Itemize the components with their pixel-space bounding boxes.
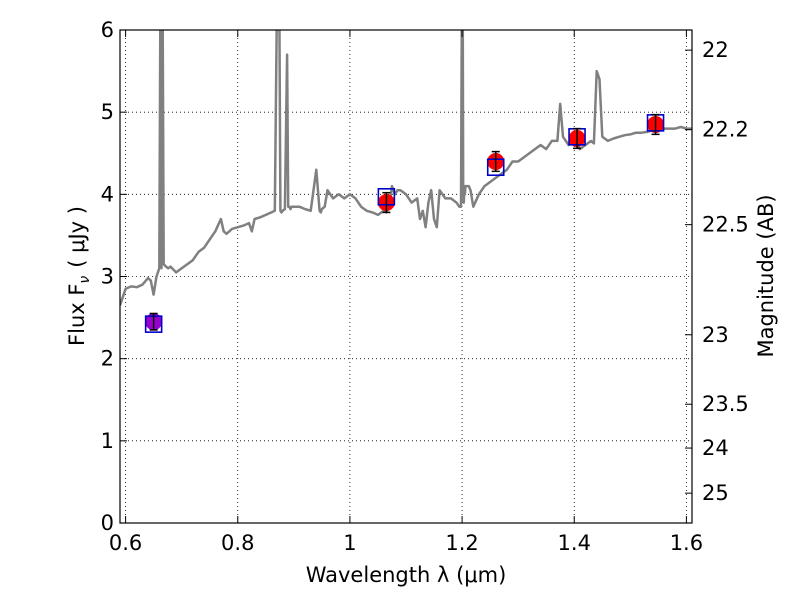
y-tick-label: 2 (101, 347, 114, 371)
y-axis-label-main: Flux F (65, 284, 89, 346)
y-tick-label: 4 (101, 182, 114, 206)
y2-tick-label: 25 (702, 481, 729, 505)
y2-tick-label: 24 (702, 436, 729, 460)
y-axis-label: Flux Fν ( μJy ) (65, 206, 93, 346)
x-tick-label: 1.6 (670, 531, 703, 555)
x-tick-label: 1 (343, 531, 356, 555)
y2-tick-label: 23 (702, 323, 729, 347)
y-tick-label: 5 (101, 100, 114, 124)
x-tick-label: 0.8 (221, 531, 254, 555)
y-axis-label-unit: ( μJy ) (65, 206, 89, 268)
y-tick-label: 0 (101, 511, 114, 535)
y2-tick-label: 22.5 (702, 213, 749, 237)
y-tick-label: 6 (101, 18, 114, 42)
photometry-points-layer (144, 113, 665, 333)
y2-tick-label: 22 (702, 38, 729, 62)
x-tick-label: 1.4 (558, 531, 591, 555)
y-axis-label-subscript: ν (77, 276, 93, 284)
y2-tick-label: 22.2 (702, 118, 749, 142)
y-tick-label: 3 (101, 265, 114, 289)
y2-axis-label: Magnitude (AB) (754, 194, 778, 357)
x-axis-label: Wavelength λ (μm) (306, 563, 507, 587)
y2-tick-label: 23.5 (702, 392, 749, 416)
y-tick-label: 1 (101, 429, 114, 453)
x-tick-label: 1.2 (445, 531, 478, 555)
axis-ticks (120, 29, 692, 524)
tick-labels: 0.6 0.8 1 1.2 1.4 1.601234562222.222.52323.52… (101, 18, 749, 555)
x-tick-label: 0.6 (109, 531, 142, 555)
